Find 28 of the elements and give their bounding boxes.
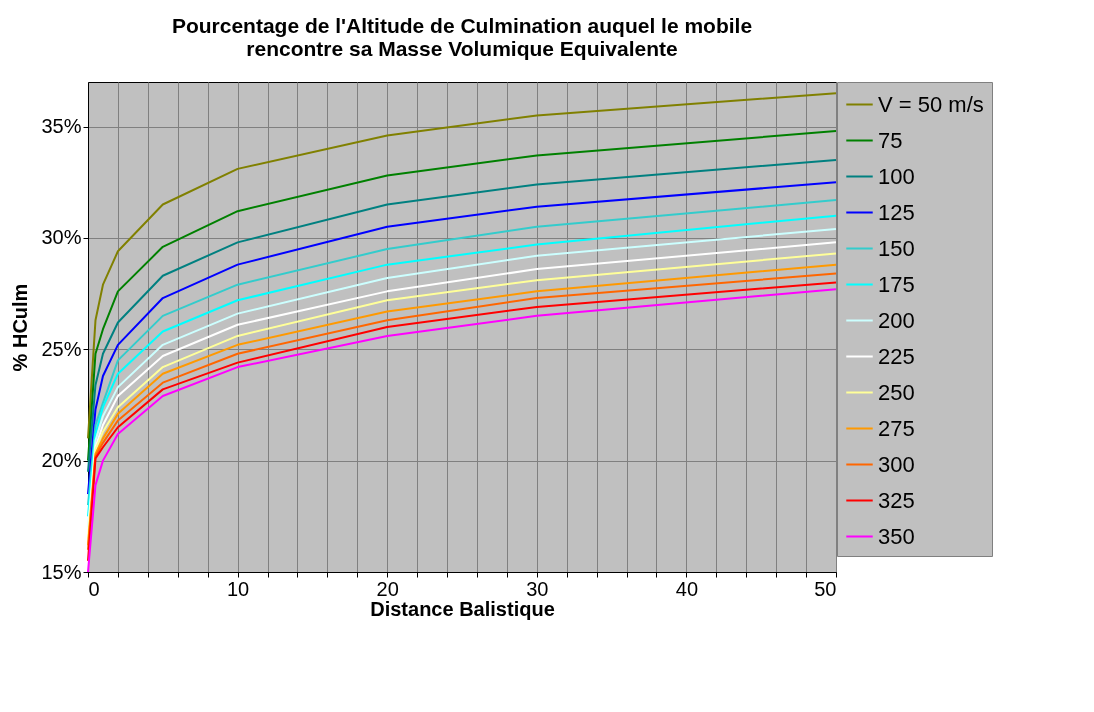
x-axis-title: Distance Balistique <box>370 597 555 620</box>
x-tick-label: 40 <box>675 577 699 600</box>
legend-label: 75 <box>878 127 903 153</box>
legend-label: V = 50 m/s <box>878 91 984 117</box>
legend-label: 325 <box>878 487 915 513</box>
x-tick-label: 20 <box>376 577 399 600</box>
legend-label: 350 <box>878 523 915 549</box>
legend-label: 300 <box>878 451 915 477</box>
x-tick-label: 0 <box>88 577 100 600</box>
legend-label: 125 <box>878 199 915 225</box>
legend-label: 225 <box>878 343 915 369</box>
y-tick-label: 30% <box>41 226 82 249</box>
legend-label: 275 <box>878 415 915 441</box>
x-tick-label: 50 <box>814 577 837 600</box>
legend-label: 175 <box>878 271 915 297</box>
y-tick-label: 15% <box>41 560 82 583</box>
line-series <box>87 92 837 440</box>
legend-label: 100 <box>878 163 915 189</box>
legend-label: 150 <box>878 235 915 261</box>
x-tick-label: 30 <box>526 577 549 600</box>
y-axis-title: % HCulm <box>9 283 32 372</box>
chart-title: Pourcentage de l'Altitude de Culmination auquel le mobile rencontre sa Masse Volumique Equivalente <box>171 13 753 60</box>
y-tick-label: 20% <box>41 449 82 472</box>
x-tick-label: 10 <box>226 577 250 600</box>
legend-label: 200 <box>878 307 915 333</box>
y-tick-label: 25% <box>41 337 82 360</box>
y-tick-label: 35% <box>41 115 82 138</box>
legend-label: 250 <box>878 379 915 405</box>
